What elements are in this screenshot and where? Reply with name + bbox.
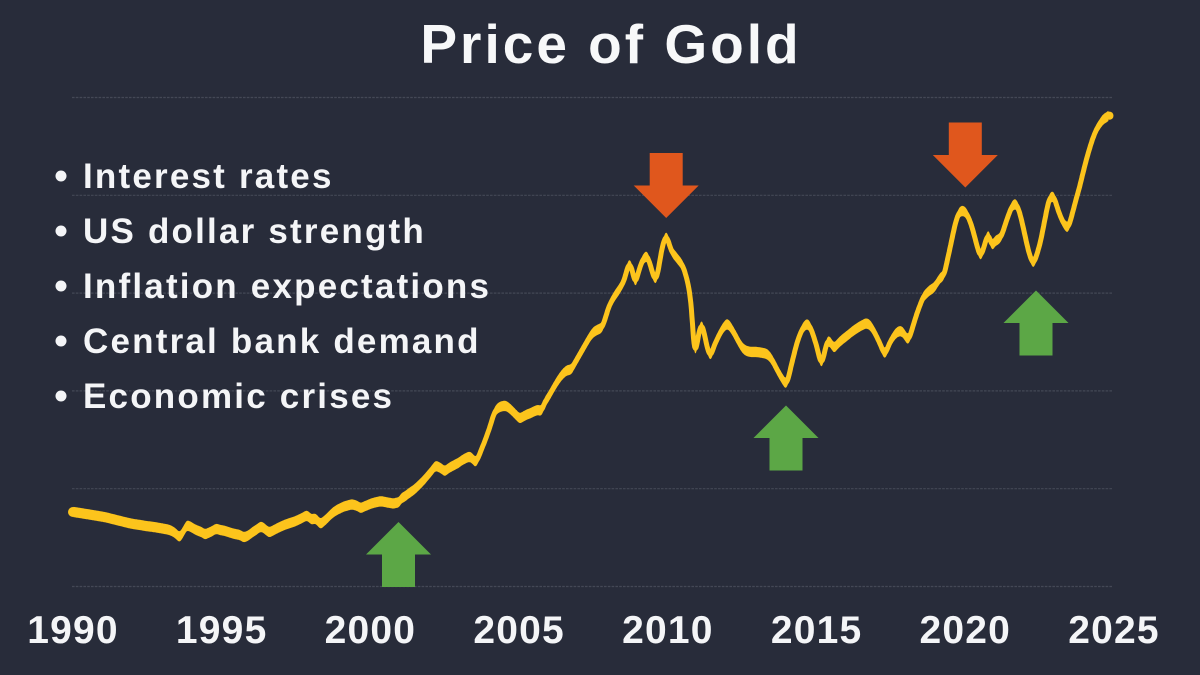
svg-text:Interest rates: Interest rates xyxy=(83,157,334,196)
svg-text:2020: 2020 xyxy=(920,609,1012,652)
svg-text:Central bank demand: Central bank demand xyxy=(83,322,481,361)
svg-text:Inflation expectations: Inflation expectations xyxy=(83,267,491,306)
svg-text:Price of Gold: Price of Gold xyxy=(420,13,801,75)
svg-text:Economic crises: Economic crises xyxy=(83,377,394,416)
svg-text:2000: 2000 xyxy=(325,609,417,652)
svg-text:1995: 1995 xyxy=(176,609,268,652)
svg-text:1990: 1990 xyxy=(27,609,119,652)
svg-text:2010: 2010 xyxy=(622,609,714,652)
svg-text:2025: 2025 xyxy=(1068,609,1160,652)
svg-text:2005: 2005 xyxy=(473,609,565,652)
svg-text:US dollar strength: US dollar strength xyxy=(83,212,426,251)
svg-text:2015: 2015 xyxy=(771,609,863,652)
